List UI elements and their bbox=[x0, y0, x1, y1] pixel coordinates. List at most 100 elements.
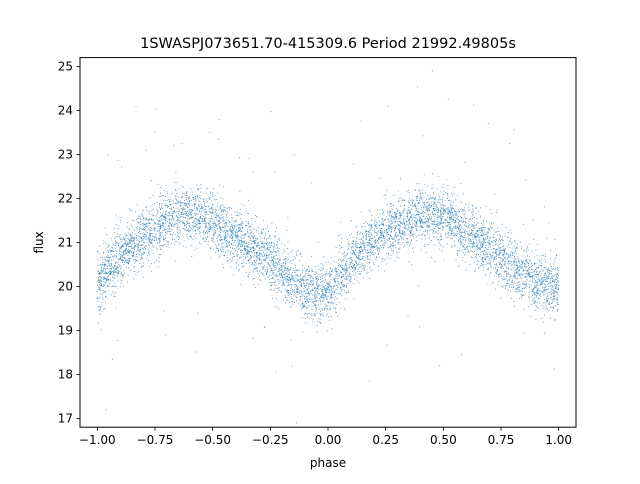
data-point bbox=[206, 223, 208, 225]
data-point bbox=[533, 238, 535, 240]
data-point bbox=[552, 268, 554, 269]
data-point bbox=[217, 202, 219, 204]
data-point bbox=[178, 201, 180, 203]
data-point bbox=[377, 216, 379, 218]
data-point bbox=[299, 292, 301, 294]
data-point bbox=[422, 211, 424, 213]
data-point bbox=[536, 290, 538, 292]
data-point bbox=[199, 228, 201, 230]
data-point bbox=[401, 238, 402, 239]
data-point bbox=[179, 205, 181, 207]
data-point bbox=[437, 220, 439, 222]
data-point bbox=[274, 269, 276, 271]
data-point bbox=[363, 247, 365, 249]
data-point bbox=[243, 247, 245, 249]
data-point bbox=[101, 270, 103, 272]
data-point bbox=[311, 313, 313, 315]
data-point bbox=[263, 249, 265, 251]
data-point bbox=[522, 295, 524, 296]
data-point bbox=[219, 255, 221, 257]
data-point bbox=[100, 307, 102, 309]
data-point bbox=[510, 290, 512, 292]
data-point bbox=[326, 313, 328, 315]
data-point bbox=[168, 219, 170, 221]
data-point bbox=[433, 236, 435, 238]
data-point bbox=[134, 236, 136, 238]
data-point bbox=[290, 339, 292, 341]
data-point bbox=[504, 235, 506, 237]
data-point bbox=[106, 265, 108, 267]
data-point bbox=[405, 234, 407, 236]
data-point bbox=[177, 202, 179, 204]
data-point bbox=[434, 209, 435, 211]
data-point bbox=[118, 269, 119, 271]
data-point bbox=[510, 243, 512, 245]
data-point bbox=[256, 270, 258, 272]
data-point bbox=[524, 263, 526, 265]
data-point bbox=[202, 200, 204, 202]
data-point bbox=[160, 227, 161, 229]
data-point bbox=[214, 231, 216, 233]
data-point bbox=[398, 200, 400, 202]
data-point bbox=[246, 231, 248, 233]
data-point bbox=[524, 265, 526, 267]
data-point bbox=[163, 195, 164, 197]
data-point bbox=[313, 314, 315, 316]
data-point bbox=[145, 149, 147, 151]
data-point bbox=[545, 307, 547, 309]
data-point bbox=[522, 261, 523, 263]
data-point bbox=[542, 283, 544, 284]
data-point bbox=[164, 216, 166, 218]
data-point bbox=[281, 272, 283, 274]
data-point bbox=[519, 297, 521, 299]
data-point bbox=[258, 243, 260, 244]
data-point bbox=[440, 245, 442, 247]
data-point bbox=[189, 227, 191, 228]
data-point bbox=[456, 235, 458, 237]
data-point bbox=[286, 299, 288, 301]
data-point bbox=[474, 237, 476, 239]
data-point bbox=[196, 208, 198, 210]
data-point bbox=[402, 212, 404, 214]
data-point bbox=[199, 218, 201, 220]
data-point bbox=[450, 208, 452, 210]
data-point bbox=[359, 233, 361, 235]
data-point bbox=[159, 239, 161, 241]
data-point bbox=[343, 260, 345, 262]
data-point bbox=[253, 283, 255, 285]
data-point bbox=[330, 295, 332, 297]
data-point bbox=[116, 269, 117, 271]
data-point bbox=[397, 243, 399, 245]
data-point bbox=[536, 288, 538, 290]
data-point bbox=[236, 241, 238, 243]
data-point bbox=[409, 221, 410, 223]
data-point bbox=[156, 236, 158, 238]
data-point bbox=[118, 236, 120, 238]
data-point bbox=[488, 228, 490, 230]
data-point bbox=[546, 276, 548, 278]
data-point bbox=[424, 223, 426, 225]
data-point bbox=[470, 240, 472, 242]
data-point bbox=[369, 244, 371, 246]
data-point bbox=[478, 227, 480, 229]
data-point bbox=[459, 264, 461, 266]
data-point bbox=[349, 280, 351, 282]
data-point bbox=[151, 218, 153, 220]
data-point bbox=[556, 302, 558, 303]
data-point bbox=[393, 217, 395, 219]
data-point bbox=[316, 281, 318, 283]
data-point bbox=[145, 244, 147, 246]
data-point bbox=[176, 203, 178, 205]
data-point bbox=[193, 227, 195, 229]
data-point bbox=[346, 285, 348, 286]
data-point bbox=[286, 259, 288, 261]
data-point bbox=[259, 258, 261, 260]
data-point bbox=[533, 256, 535, 258]
data-point bbox=[385, 263, 387, 265]
data-point bbox=[476, 245, 478, 247]
data-point bbox=[140, 218, 141, 220]
data-point bbox=[528, 297, 530, 299]
data-point bbox=[416, 220, 418, 222]
data-point bbox=[112, 270, 114, 272]
data-point bbox=[295, 280, 297, 282]
